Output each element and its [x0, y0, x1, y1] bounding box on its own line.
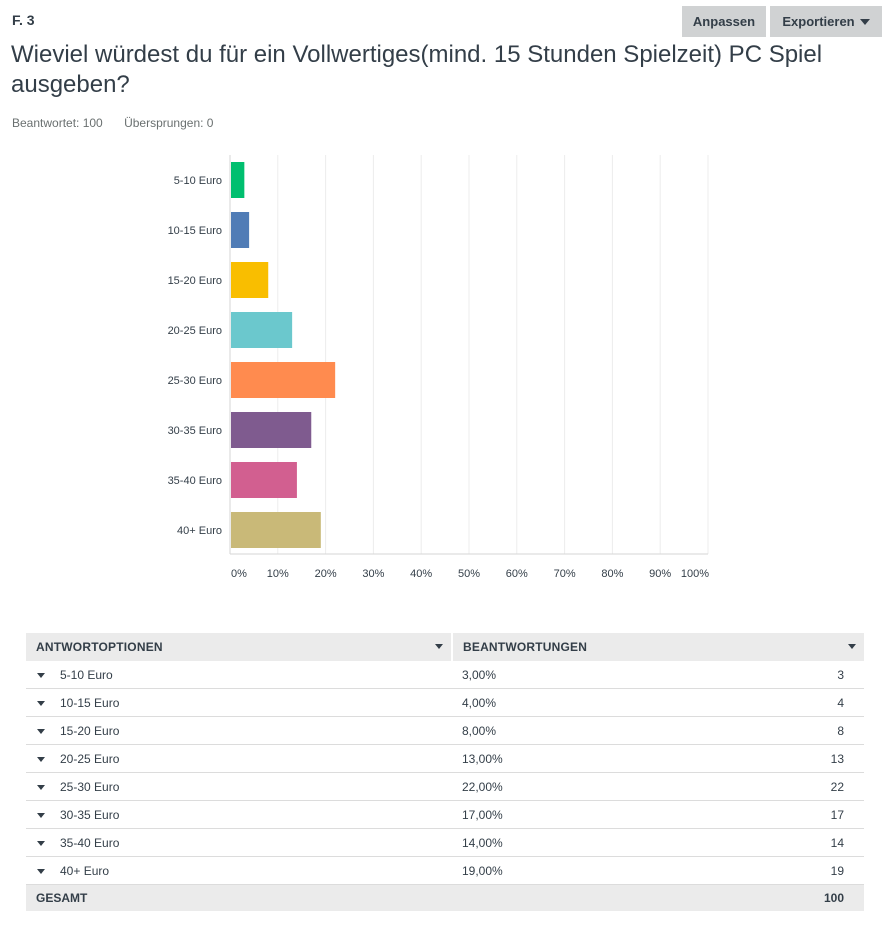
- skipped-count: Übersprungen: 0: [124, 116, 214, 130]
- tick-label: 40%: [410, 568, 432, 580]
- export-label: Exportieren: [782, 14, 855, 29]
- category-label: 15-20 Euro: [168, 275, 222, 287]
- answered-count: Beantwortet: 100: [12, 116, 103, 130]
- option-label: 30-35 Euro: [60, 807, 120, 822]
- option-cell: 15-20 Euro: [26, 716, 452, 745]
- table-row: 15-20 Euro 8,00% 8: [26, 716, 864, 745]
- count-cell: 3: [682, 661, 864, 689]
- count-cell: 22: [682, 772, 864, 801]
- percent-cell: 14,00%: [452, 828, 683, 857]
- tick-label: 60%: [506, 568, 528, 580]
- category-label: 40+ Euro: [177, 525, 222, 537]
- expand-caret-icon[interactable]: [37, 728, 45, 734]
- column-header-responses[interactable]: BEANTWORTUNGEN: [452, 633, 864, 661]
- table-header-row: ANTWORTOPTIONEN BEANTWORTUNGEN: [26, 633, 864, 661]
- option-label: 25-30 Euro: [60, 779, 120, 794]
- total-label: GESAMT: [26, 884, 452, 911]
- count-cell: 19: [682, 856, 864, 885]
- tick-label: 80%: [601, 568, 623, 580]
- tick-label: 0%: [231, 568, 247, 580]
- expand-caret-icon[interactable]: [37, 812, 45, 818]
- total-row: GESAMT 100: [26, 884, 864, 911]
- tick-label: 100%: [681, 568, 709, 580]
- option-label: 40+ Euro: [60, 863, 110, 878]
- customize-button[interactable]: Anpassen: [682, 6, 766, 37]
- bar: [231, 312, 293, 348]
- bar: [231, 262, 269, 298]
- tick-label: 70%: [554, 568, 576, 580]
- bar: [231, 512, 321, 548]
- option-cell: 30-35 Euro: [26, 800, 452, 829]
- percent-cell: 17,00%: [452, 800, 683, 829]
- count-cell: 4: [682, 688, 864, 717]
- tick-label: 10%: [267, 568, 289, 580]
- option-cell: 10-15 Euro: [26, 688, 452, 717]
- table-row: 40+ Euro 19,00% 19: [26, 856, 864, 885]
- table-row: 30-35 Euro 17,00% 17: [26, 800, 864, 829]
- expand-caret-icon[interactable]: [37, 868, 45, 874]
- expand-caret-icon[interactable]: [37, 700, 45, 706]
- percent-cell: 3,00%: [452, 661, 683, 689]
- total-count: 100: [682, 884, 864, 911]
- tick-label: 30%: [362, 568, 384, 580]
- column-header-options-label: ANTWORTOPTIONEN: [36, 640, 163, 654]
- bar: [231, 462, 297, 498]
- count-cell: 14: [682, 828, 864, 857]
- column-header-options[interactable]: ANTWORTOPTIONEN: [26, 633, 453, 661]
- bar: [231, 162, 245, 198]
- category-label: 25-30 Euro: [168, 375, 222, 387]
- count-cell: 8: [682, 716, 864, 745]
- tick-label: 90%: [649, 568, 671, 580]
- percent-cell: 4,00%: [452, 688, 683, 717]
- table-row: 25-30 Euro 22,00% 22: [26, 772, 864, 801]
- question-number: F. 3: [12, 12, 35, 28]
- question-title: Wieviel würdest du für ein Vollwertiges(…: [11, 41, 823, 98]
- option-label: 20-25 Euro: [60, 751, 120, 766]
- category-label: 30-35 Euro: [168, 425, 222, 437]
- bar: [231, 212, 250, 248]
- category-label: 5-10 Euro: [174, 175, 222, 187]
- sort-caret-icon[interactable]: [848, 644, 856, 649]
- bar: [231, 362, 336, 398]
- count-cell: 17: [682, 800, 864, 829]
- expand-caret-icon[interactable]: [37, 756, 45, 762]
- column-header-responses-label: BEANTWORTUNGEN: [463, 640, 588, 654]
- bar: [231, 412, 312, 448]
- expand-caret-icon[interactable]: [37, 672, 45, 678]
- category-label: 20-25 Euro: [168, 325, 222, 337]
- percent-cell: 19,00%: [452, 856, 683, 885]
- percent-cell: 22,00%: [452, 772, 683, 801]
- category-label: 10-15 Euro: [168, 225, 222, 237]
- option-cell: 25-30 Euro: [26, 772, 452, 801]
- option-label: 15-20 Euro: [60, 723, 120, 738]
- customize-label: Anpassen: [692, 14, 756, 29]
- percent-cell: 13,00%: [452, 744, 683, 773]
- sort-caret-icon[interactable]: [435, 644, 443, 649]
- table-row: 10-15 Euro 4,00% 4: [26, 688, 864, 717]
- expand-caret-icon[interactable]: [37, 840, 45, 846]
- category-label: 35-40 Euro: [168, 475, 222, 487]
- tick-label: 50%: [458, 568, 480, 580]
- expand-caret-icon[interactable]: [37, 784, 45, 790]
- caret-down-icon: [859, 18, 870, 25]
- option-label: 35-40 Euro: [60, 835, 120, 850]
- response-stats: Beantwortet: 100 Übersprungen: 0: [12, 116, 213, 130]
- option-cell: 5-10 Euro: [26, 661, 452, 689]
- table-row: 35-40 Euro 14,00% 14: [26, 828, 864, 857]
- results-table: ANTWORTOPTIONEN BEANTWORTUNGEN 5-10 Euro…: [26, 633, 864, 911]
- bar-chart: 5-10 Euro 10-15 Euro 15-20 Euro 20-25 Euro 2…: [168, 155, 709, 580]
- export-button[interactable]: Exportieren: [770, 6, 882, 37]
- option-label: 5-10 Euro: [60, 667, 113, 682]
- tick-label: 20%: [315, 568, 337, 580]
- count-cell: 13: [682, 744, 864, 773]
- percent-cell: 8,00%: [452, 716, 683, 745]
- total-empty: [452, 884, 683, 911]
- option-label: 10-15 Euro: [60, 695, 120, 710]
- table-row: 20-25 Euro 13,00% 13: [26, 744, 864, 773]
- option-cell: 20-25 Euro: [26, 744, 452, 773]
- table-row: 5-10 Euro 3,00% 3: [26, 661, 864, 689]
- option-cell: 40+ Euro: [26, 856, 452, 885]
- option-cell: 35-40 Euro: [26, 828, 452, 857]
